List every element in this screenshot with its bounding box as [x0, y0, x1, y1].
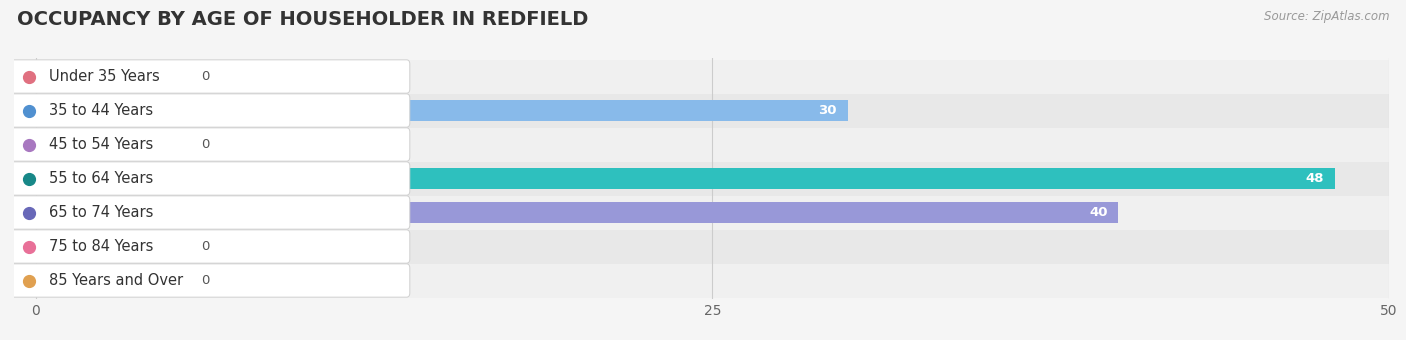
Text: Source: ZipAtlas.com: Source: ZipAtlas.com — [1264, 10, 1389, 23]
Bar — [8, 195, 1406, 230]
Text: Under 35 Years: Under 35 Years — [49, 69, 160, 84]
FancyBboxPatch shape — [11, 230, 409, 263]
Bar — [8, 128, 1406, 162]
Text: OCCUPANCY BY AGE OF HOUSEHOLDER IN REDFIELD: OCCUPANCY BY AGE OF HOUSEHOLDER IN REDFI… — [17, 10, 588, 29]
Text: 75 to 84 Years: 75 to 84 Years — [49, 239, 153, 254]
Bar — [35, 66, 184, 87]
Bar — [35, 168, 1334, 189]
Text: 48: 48 — [1306, 172, 1324, 185]
Bar — [8, 59, 1406, 94]
Bar — [8, 162, 1406, 196]
Text: 0: 0 — [201, 240, 209, 253]
FancyBboxPatch shape — [11, 264, 409, 297]
Bar — [35, 202, 1118, 223]
FancyBboxPatch shape — [11, 94, 409, 127]
Text: 35 to 44 Years: 35 to 44 Years — [49, 103, 153, 118]
FancyBboxPatch shape — [11, 196, 409, 229]
FancyBboxPatch shape — [11, 128, 409, 161]
Bar — [35, 236, 184, 257]
Text: 40: 40 — [1090, 206, 1108, 219]
Text: 0: 0 — [201, 70, 209, 83]
Text: 45 to 54 Years: 45 to 54 Years — [49, 137, 153, 152]
Text: 85 Years and Over: 85 Years and Over — [49, 273, 183, 288]
Bar — [8, 94, 1406, 128]
Bar — [8, 230, 1406, 264]
Text: 0: 0 — [201, 138, 209, 151]
Text: 55 to 64 Years: 55 to 64 Years — [49, 171, 153, 186]
FancyBboxPatch shape — [11, 162, 409, 195]
Bar — [35, 100, 848, 121]
Bar — [8, 264, 1406, 298]
Text: 0: 0 — [201, 274, 209, 287]
Text: 30: 30 — [818, 104, 837, 117]
Bar — [35, 270, 184, 291]
Bar — [35, 134, 184, 155]
Text: 65 to 74 Years: 65 to 74 Years — [49, 205, 153, 220]
FancyBboxPatch shape — [11, 60, 409, 93]
